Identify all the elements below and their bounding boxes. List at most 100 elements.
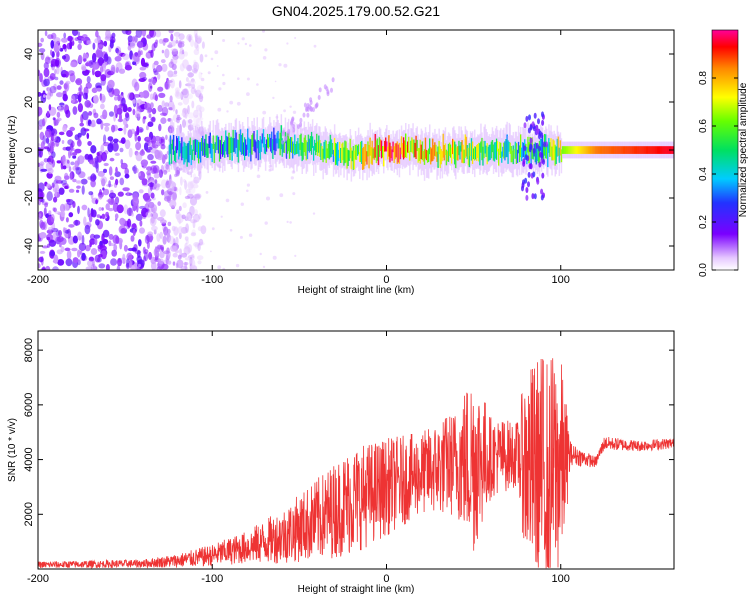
noise-cell [168,181,176,191]
signal-cell [566,146,568,154]
signal-cell [619,146,621,154]
signal-cell [361,140,363,164]
colorbar-tick-label: 0.0 [698,263,709,277]
noise-cell [96,214,101,218]
noise-cell [175,249,179,254]
signal-cell [525,194,529,201]
signal-cell [484,140,486,154]
signal-cell [644,146,646,154]
noise-cell [331,77,335,83]
noise-cell [116,204,124,214]
noise-cell [168,30,174,34]
signal-cell [306,142,309,160]
noise-cell [210,57,214,61]
noise-cell [160,117,167,124]
signal-cell [332,149,335,162]
signal-cell [537,144,540,164]
noise-cell [50,49,53,56]
signal-cell [453,140,455,159]
noise-cell [106,33,112,38]
noise-cell [156,64,163,73]
signal-cell [264,144,267,155]
noise-cell [172,104,176,112]
noise-cell [286,42,289,45]
noise-cell [153,173,160,179]
noise-cell [138,189,144,194]
noise-cell [112,138,119,144]
noise-cell [189,196,198,206]
noise-cell [177,254,182,260]
noise-cell [195,193,202,200]
noise-cell [94,38,101,44]
colorbar-tick-label: 0.4 [698,167,709,181]
noise-cell [98,254,103,258]
signal-cell [248,137,250,157]
signal-cell [176,136,178,154]
signal-cell [521,182,525,189]
noise-cell [159,244,164,250]
signal-cell [192,140,195,151]
noise-cell [193,173,196,179]
noise-cell [167,221,172,227]
noise-cell [90,179,96,188]
noise-cell [125,113,130,122]
signal-cell [327,144,330,158]
noise-cell [136,125,140,136]
noise-cell [179,47,184,55]
signal-cell [466,145,469,160]
noise-cell [79,84,83,93]
signal-cell [646,146,648,154]
signal-cell [186,143,188,167]
signal-cell [636,146,638,154]
noise-cell [112,142,119,152]
noise-cell [110,64,116,75]
noise-cell [182,88,189,99]
signal-cell [493,142,496,162]
noise-cell [278,63,282,67]
signal-cell [394,143,396,160]
noise-cell [124,139,131,150]
noise-cell [100,250,107,260]
noise-cell [151,107,157,115]
noise-cell [178,80,182,89]
signal-cell [615,146,617,154]
noise-cell [132,223,137,229]
signal-cell [363,146,365,170]
noise-cell [108,166,113,176]
y-tick-label: -40 [23,238,35,254]
signal-cell [392,141,394,153]
signal-cell [610,146,613,154]
signal-cell [333,137,336,157]
noise-cell [81,204,88,211]
noise-cell [92,61,96,72]
signal-cell [594,146,596,154]
signal-cell [616,146,618,154]
noise-cell [143,116,147,120]
signal-cell [413,139,415,158]
noise-cell [88,213,93,223]
noise-cell [181,88,188,96]
noise-cell [173,226,179,236]
noise-cell [140,57,146,67]
noise-cell [68,224,75,228]
noise-cell [77,249,81,258]
noise-cell [52,117,56,121]
snr-panel: -200 -100 0 100 2000 4000 6000 8000 Height of s… [7,330,675,595]
signal-cell [374,134,377,158]
signal-cell [561,146,564,154]
noise-cell [43,158,49,163]
signal-cell [549,142,551,157]
noise-cell [197,243,201,252]
noise-cell [38,162,41,167]
noise-cell [65,233,69,239]
noise-cell [91,87,98,94]
signal-cell [422,151,425,162]
signal-cell [224,140,226,158]
noise-cell [154,179,158,185]
signal-cell [538,161,542,168]
signal-cell [336,143,338,165]
signal-cell [209,132,211,154]
signal-cell [320,143,322,160]
noise-cell [302,112,306,118]
signal-cell [441,151,444,162]
